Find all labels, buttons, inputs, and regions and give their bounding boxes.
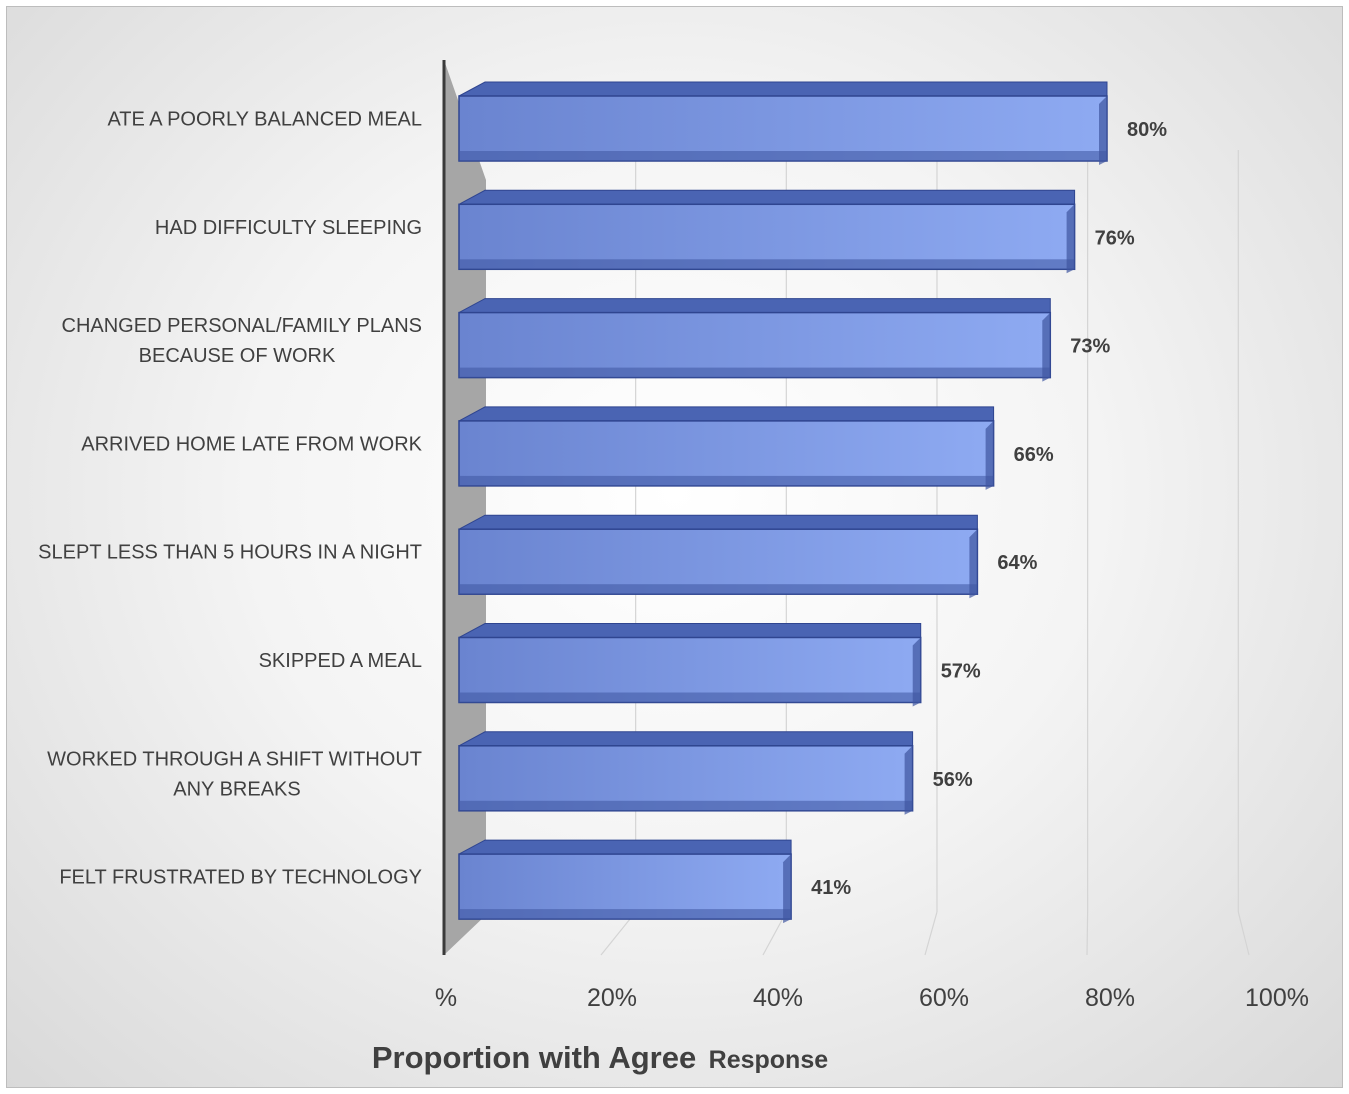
x-axis-title: Proportion with Agree Response xyxy=(372,1040,828,1075)
gridline-floor xyxy=(1086,911,1089,956)
bar xyxy=(458,853,792,920)
x-axis-ticks: % 20% 40% 60% 80% 100% xyxy=(435,984,1309,1012)
bar-top xyxy=(458,298,1051,314)
bar-top xyxy=(458,731,914,747)
category-label: ARRIVED HOME LATE FROM WORK xyxy=(81,433,422,455)
bar-group: 56% xyxy=(458,731,973,815)
data-label: 64% xyxy=(997,552,1037,574)
gridline-floor xyxy=(924,911,938,956)
bar-group: 76% xyxy=(458,189,1135,274)
category-labels: ATE A POORLY BALANCED MEAL HAD DIFFICULTY… xyxy=(38,109,422,889)
x-tick-label: 20% xyxy=(587,984,637,1012)
category-label-line2: ANY BREAKS xyxy=(173,778,300,800)
bar-side xyxy=(969,529,978,599)
bar xyxy=(458,745,914,812)
category-label: ATE A POORLY BALANCED MEAL xyxy=(107,109,422,131)
bar-side xyxy=(1099,96,1107,165)
bar-side xyxy=(985,420,994,490)
data-label: 57% xyxy=(941,661,981,683)
x-axis-title-main: Proportion with Agree xyxy=(372,1040,696,1075)
bar-group: 73% xyxy=(458,298,1111,382)
bar-top xyxy=(458,406,995,422)
category-label: SLEPT LESS THAN 5 HOURS IN A NIGHT xyxy=(38,542,422,564)
bar-group: 57% xyxy=(458,623,981,707)
bar xyxy=(458,636,922,704)
x-tick-label: 60% xyxy=(919,984,969,1012)
bar xyxy=(458,95,1108,162)
bar-shadow xyxy=(459,259,1075,270)
x-axis-title-suffix: Response xyxy=(709,1046,829,1074)
bar-side xyxy=(1042,312,1051,382)
bar-top xyxy=(458,189,1076,205)
bar-side xyxy=(1066,204,1075,274)
bar-side xyxy=(912,637,921,707)
bar xyxy=(458,311,1052,379)
bar-group: 41% xyxy=(458,839,851,924)
category-label: SKIPPED A MEAL xyxy=(259,650,422,672)
chart-wall xyxy=(442,60,486,955)
bar-top xyxy=(458,81,1108,97)
gridline-floor xyxy=(1237,911,1250,956)
side-wall xyxy=(444,60,486,955)
bar-side xyxy=(783,854,792,924)
bar-shadow xyxy=(459,800,913,811)
bar-top xyxy=(458,514,978,530)
x-tick-label: 100% xyxy=(1245,984,1309,1012)
bar-shadow xyxy=(459,367,1051,378)
category-label: CHANGED PERSONAL/FAMILY PLANS xyxy=(62,315,422,337)
bar-group: 80% xyxy=(458,81,1167,165)
category-label: WORKED THROUGH A SHIFT WITHOUT xyxy=(47,748,422,770)
bar-top xyxy=(458,839,792,855)
data-label: 76% xyxy=(1095,227,1135,249)
data-label: 73% xyxy=(1070,336,1110,358)
data-label: 56% xyxy=(933,769,973,791)
bar-shadow xyxy=(459,692,921,703)
bar-side xyxy=(904,745,913,815)
bar xyxy=(458,203,1076,271)
bar-shadow xyxy=(459,475,994,486)
data-label: 80% xyxy=(1127,119,1167,141)
bar-shadow xyxy=(459,584,978,595)
bars: 80% 76% 73% 66% 64% 57% 56% 41% xyxy=(458,81,1167,924)
x-tick-label: 40% xyxy=(753,984,803,1012)
bar-top xyxy=(458,623,922,638)
bar-group: 66% xyxy=(458,406,1054,490)
data-label: 41% xyxy=(811,877,851,899)
x-tick-label: 80% xyxy=(1085,984,1135,1012)
x-tick-label: % xyxy=(435,984,457,1012)
bar-group: 64% xyxy=(458,514,1038,599)
bar-shadow xyxy=(459,909,792,920)
category-label: HAD DIFFICULTY SLEEPING xyxy=(155,217,422,239)
category-label: FELT FRUSTRATED BY TECHNOLOGY xyxy=(59,867,422,889)
data-label: 66% xyxy=(1014,444,1054,466)
category-label-line2: BECAUSE OF WORK xyxy=(139,345,336,367)
bar-shadow xyxy=(459,151,1107,161)
